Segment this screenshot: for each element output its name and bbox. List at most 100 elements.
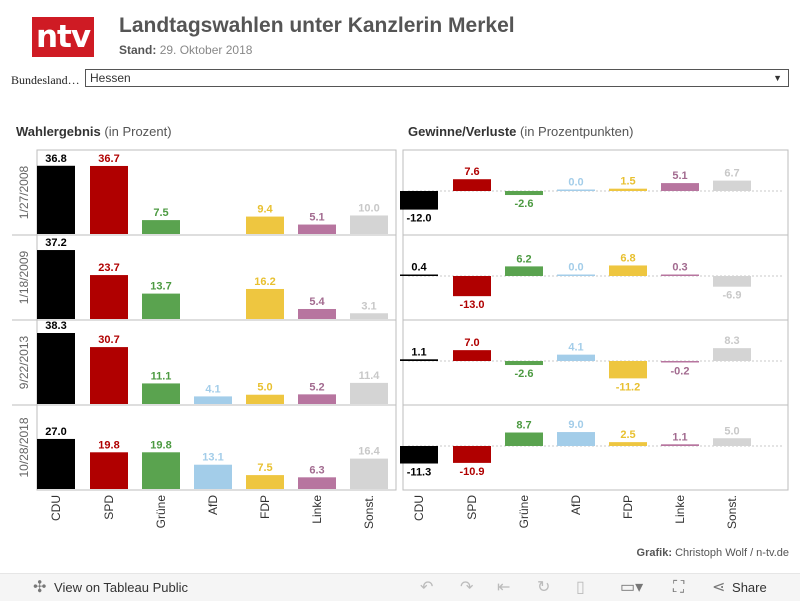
credit-label: Grafik: bbox=[636, 547, 673, 559]
download-icon[interactable]: ▭▾ bbox=[620, 579, 644, 596]
stand-date: Stand: 29. Oktober 2018 bbox=[119, 43, 252, 57]
bar-grüne-2 bbox=[505, 361, 543, 366]
data-label: 5.2 bbox=[309, 381, 324, 393]
data-label: 6.3 bbox=[309, 464, 324, 476]
fullscreen-icon[interactable]: ⛶ bbox=[673, 579, 685, 596]
data-label: 9.4 bbox=[257, 204, 273, 216]
bar-sonst-1 bbox=[713, 276, 751, 287]
data-label: 0.4 bbox=[411, 262, 427, 274]
pause-icon[interactable]: ▯ bbox=[576, 579, 585, 596]
data-label: 7.5 bbox=[257, 462, 272, 474]
bar-grüne-3 bbox=[142, 452, 180, 489]
share-button[interactable]: ⋖ Share bbox=[712, 574, 767, 601]
bar-fdp-3 bbox=[609, 442, 647, 446]
bar-cdu-1 bbox=[37, 250, 75, 319]
page-title: Landtagswahlen unter Kanzlerin Merkel bbox=[119, 14, 515, 37]
bar-sonst-3 bbox=[350, 458, 388, 489]
stand-value: 29. Oktober 2018 bbox=[159, 43, 253, 57]
data-label: 5.0 bbox=[724, 425, 739, 437]
row-date-label: 9/22/2013 bbox=[17, 335, 31, 389]
row-date-label: 10/28/2018 bbox=[17, 417, 31, 477]
bar-spd-1 bbox=[453, 276, 491, 297]
row-date-label: 1/27/2008 bbox=[17, 165, 31, 219]
refresh-icon[interactable]: ↻ bbox=[537, 579, 551, 596]
bar-linke-1 bbox=[298, 308, 336, 319]
bar-grüne-3 bbox=[505, 432, 543, 446]
x-tick-label: CDU bbox=[49, 495, 63, 521]
bar-cdu-1 bbox=[400, 274, 438, 276]
x-tick-label: AfD bbox=[569, 495, 583, 515]
data-label: -10.9 bbox=[459, 466, 484, 478]
x-tick-label: CDU bbox=[412, 495, 426, 521]
data-label: 23.7 bbox=[98, 262, 119, 274]
data-label: 9.0 bbox=[568, 419, 583, 431]
data-label: 37.2 bbox=[45, 237, 66, 249]
charts-svg: 36.8 36.7 7.5 9.4 5.1 10.0 37.2 23.7 13.7 16.2 5.4… bbox=[12, 149, 789, 529]
bar-cdu-2 bbox=[400, 359, 438, 361]
bar-cdu-3 bbox=[37, 438, 75, 489]
data-label: -6.9 bbox=[723, 290, 742, 302]
bar-grüne-1 bbox=[142, 293, 180, 319]
data-label: 13.7 bbox=[150, 281, 171, 293]
x-tick-label: SPD bbox=[102, 495, 116, 520]
right-title: Gewinne/Verluste bbox=[408, 124, 517, 139]
data-label: 11.4 bbox=[359, 370, 381, 382]
data-label: 10.0 bbox=[358, 202, 379, 214]
view-on-tableau-button[interactable]: ✣ View on Tableau Public bbox=[33, 574, 188, 601]
bar-afd-2 bbox=[194, 396, 232, 404]
data-label: 8.3 bbox=[724, 335, 739, 347]
bar-fdp-3 bbox=[246, 475, 284, 489]
bar-grüne-1 bbox=[505, 266, 543, 276]
filter-label: Bundesland… bbox=[11, 73, 80, 87]
right-subtitle: (in Prozentpunkten) bbox=[520, 124, 634, 139]
bundesland-select[interactable]: Hessen ▼ bbox=[85, 69, 789, 87]
left-subtitle: (in Prozent) bbox=[104, 124, 172, 139]
right-section-title: Gewinne/Verluste (in Prozentpunkten) bbox=[408, 124, 633, 139]
revert-icon[interactable]: ⇤ bbox=[497, 579, 511, 596]
data-label: 4.1 bbox=[568, 342, 583, 354]
bar-afd-2 bbox=[557, 354, 595, 361]
data-label: 2.5 bbox=[620, 429, 635, 441]
bar-cdu-0 bbox=[400, 191, 438, 210]
bar-grüne-0 bbox=[142, 220, 180, 234]
bar-cdu-2 bbox=[37, 333, 75, 404]
data-label: 4.1 bbox=[205, 383, 220, 395]
undo-icon[interactable]: ↶ bbox=[420, 579, 434, 596]
data-label: 27.0 bbox=[45, 426, 66, 438]
dropdown-arrow-icon[interactable]: ▼ bbox=[773, 73, 782, 83]
x-tick-label: Linke bbox=[673, 495, 687, 524]
data-label: 6.7 bbox=[724, 168, 739, 180]
bar-linke-0 bbox=[661, 183, 699, 191]
tableau-logo-icon: ✣ bbox=[33, 579, 47, 596]
x-tick-label: AfD bbox=[206, 495, 220, 515]
row-date-label: 1/18/2009 bbox=[17, 250, 31, 304]
left-title: Wahlergebnis bbox=[16, 124, 101, 139]
bar-fdp-1 bbox=[246, 288, 284, 319]
bar-cdu-0 bbox=[37, 165, 75, 234]
x-tick-label: SPD bbox=[465, 495, 479, 520]
data-label: 1.1 bbox=[672, 431, 687, 443]
data-label: 3.1 bbox=[361, 300, 376, 312]
bar-fdp-1 bbox=[609, 265, 647, 276]
bar-sonst-0 bbox=[350, 215, 388, 234]
x-tick-label: Grüne bbox=[517, 495, 531, 529]
data-label: 36.8 bbox=[45, 153, 66, 165]
bar-grüne-2 bbox=[142, 383, 180, 404]
data-label: 7.5 bbox=[153, 207, 168, 219]
share-label: Share bbox=[732, 580, 767, 595]
data-label: 0.3 bbox=[672, 262, 687, 274]
bar-grüne-0 bbox=[505, 191, 543, 196]
x-tick-label: FDP bbox=[621, 495, 635, 519]
bar-sonst-1 bbox=[350, 313, 388, 319]
bar-fdp-0 bbox=[609, 188, 647, 191]
data-label: 5.0 bbox=[257, 382, 272, 394]
share-icon: ⋖ bbox=[712, 579, 726, 596]
bar-spd-1 bbox=[90, 275, 128, 319]
data-label: 16.2 bbox=[254, 276, 275, 288]
data-label: 5.1 bbox=[672, 170, 687, 182]
tableau-footer: ✣ View on Tableau Public ↶ ↷ ⇤ ↻ ▯ ▭▾ ⛶ … bbox=[0, 573, 800, 601]
bar-spd-3 bbox=[90, 452, 128, 489]
bar-afd-3 bbox=[557, 432, 595, 446]
bar-afd-1 bbox=[557, 274, 595, 276]
redo-icon[interactable]: ↷ bbox=[460, 579, 474, 596]
